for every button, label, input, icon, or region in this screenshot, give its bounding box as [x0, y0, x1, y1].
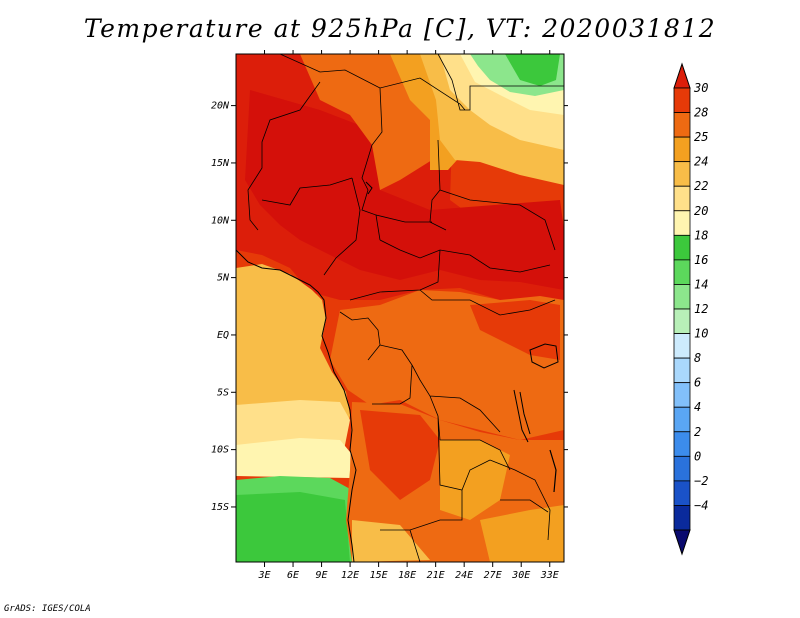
y-tick-label: 15S — [211, 502, 229, 513]
x-tick-label: 27E — [484, 570, 502, 581]
colorbar-swatch — [673, 308, 691, 334]
colorbar-label: 30 — [693, 81, 708, 95]
colorbar-label: 22 — [694, 179, 708, 193]
chart-title: Temperature at 925hPa [C], VT: 202003181… — [83, 14, 717, 43]
region-angola-hot — [360, 410, 440, 500]
colorbar-label: 20 — [694, 204, 708, 218]
colorbar-swatch — [673, 87, 691, 113]
region-north-east-green-dark — [505, 54, 560, 86]
region-zimbabwe-warm — [480, 505, 564, 562]
region-sahel-core — [245, 90, 564, 290]
x-axis: 3E 6E 9E 12E 15E 18E 21E 24E 27E 30E 33E — [257, 50, 559, 581]
region-angola-coast-cream — [236, 438, 355, 478]
colorbar-swatch — [673, 161, 691, 187]
x-tick-label: 12E — [341, 570, 359, 581]
region-north-east-pale — [440, 54, 564, 150]
colorbar-label: 28 — [694, 106, 708, 120]
colorbar-swatch — [673, 357, 691, 384]
x-tick-label: 6E — [287, 570, 299, 581]
x-tick-label: 15E — [370, 570, 388, 581]
colorbar-swatch — [673, 112, 691, 138]
colorbar-label: 6 — [694, 376, 701, 390]
x-tick-label: 3E — [257, 570, 270, 581]
colorbar-swatch — [673, 333, 691, 359]
plot-frame — [235, 53, 565, 563]
coastline-north — [236, 249, 357, 562]
x-tick-label: 18E — [398, 570, 416, 581]
region-namibia-warm — [352, 520, 430, 562]
x-tick-label: 9E — [316, 570, 328, 581]
y-tick-label: EQ — [217, 330, 229, 341]
grads-credit: GrADS: IGES/COLA — [4, 604, 91, 614]
colorbar-label: 8 — [694, 351, 701, 365]
colorbar-swatch — [673, 480, 691, 506]
x-tick-label: 30E — [511, 570, 530, 581]
colorbar-label: 10 — [694, 327, 708, 341]
region-south-atlantic-green-dark — [236, 492, 350, 562]
colorbar-swatch — [673, 406, 691, 433]
colorbar-swatch — [673, 234, 691, 261]
lake-malawi — [549, 449, 557, 493]
colorbar-swatch — [673, 455, 691, 482]
colorbar-label: −4 — [694, 498, 708, 512]
colorbar-arrow-max — [673, 62, 691, 89]
y-tick-label: 5S — [217, 387, 229, 398]
border-lines — [247, 54, 564, 562]
colorbar-swatch — [673, 210, 691, 236]
y-tick-label: 10N — [211, 215, 230, 226]
lake-victoria — [529, 343, 559, 369]
colorbar-label: 25 — [694, 130, 708, 144]
x-tick-label: 33E — [540, 570, 559, 581]
y-tick-label: 15N — [211, 158, 230, 169]
colorbar-label: 14 — [694, 277, 708, 291]
colorbar-label: −2 — [694, 474, 708, 488]
x-tick-label: 24E — [455, 570, 473, 581]
colorbar-swatch — [673, 185, 691, 212]
y-tick-label: 20N — [211, 101, 230, 112]
colorbar-swatch — [673, 284, 691, 310]
colorbar-swatch — [673, 431, 691, 457]
y-tick-label: 10S — [211, 445, 229, 456]
y-axis: 20N 15N 10N 5N EQ 5S 10S 15S — [211, 101, 568, 513]
colorbar-arrow-min — [673, 529, 691, 556]
colorbar-label: 0 — [694, 449, 701, 463]
colorbar-swatch — [673, 136, 691, 163]
colorbar-label: 16 — [694, 253, 708, 267]
colorbar-swatch — [673, 505, 691, 531]
lake-chad — [365, 181, 373, 195]
x-tick-label: 21E — [427, 570, 445, 581]
y-tick-label: 5N — [217, 273, 230, 284]
colorbar-label: 2 — [694, 425, 701, 439]
region-zambia-warm — [440, 440, 510, 520]
colorbar-label: 4 — [694, 400, 701, 414]
region-congo-hot-east — [470, 300, 560, 360]
lake-tanganyika — [513, 389, 531, 443]
colorbar-label: 18 — [694, 228, 708, 242]
map-area — [236, 54, 564, 562]
colorbar-swatch — [673, 382, 691, 408]
colorbar-label: 24 — [694, 155, 708, 169]
colorbar-swatch — [673, 259, 691, 285]
colorbar-label: 12 — [694, 302, 708, 316]
